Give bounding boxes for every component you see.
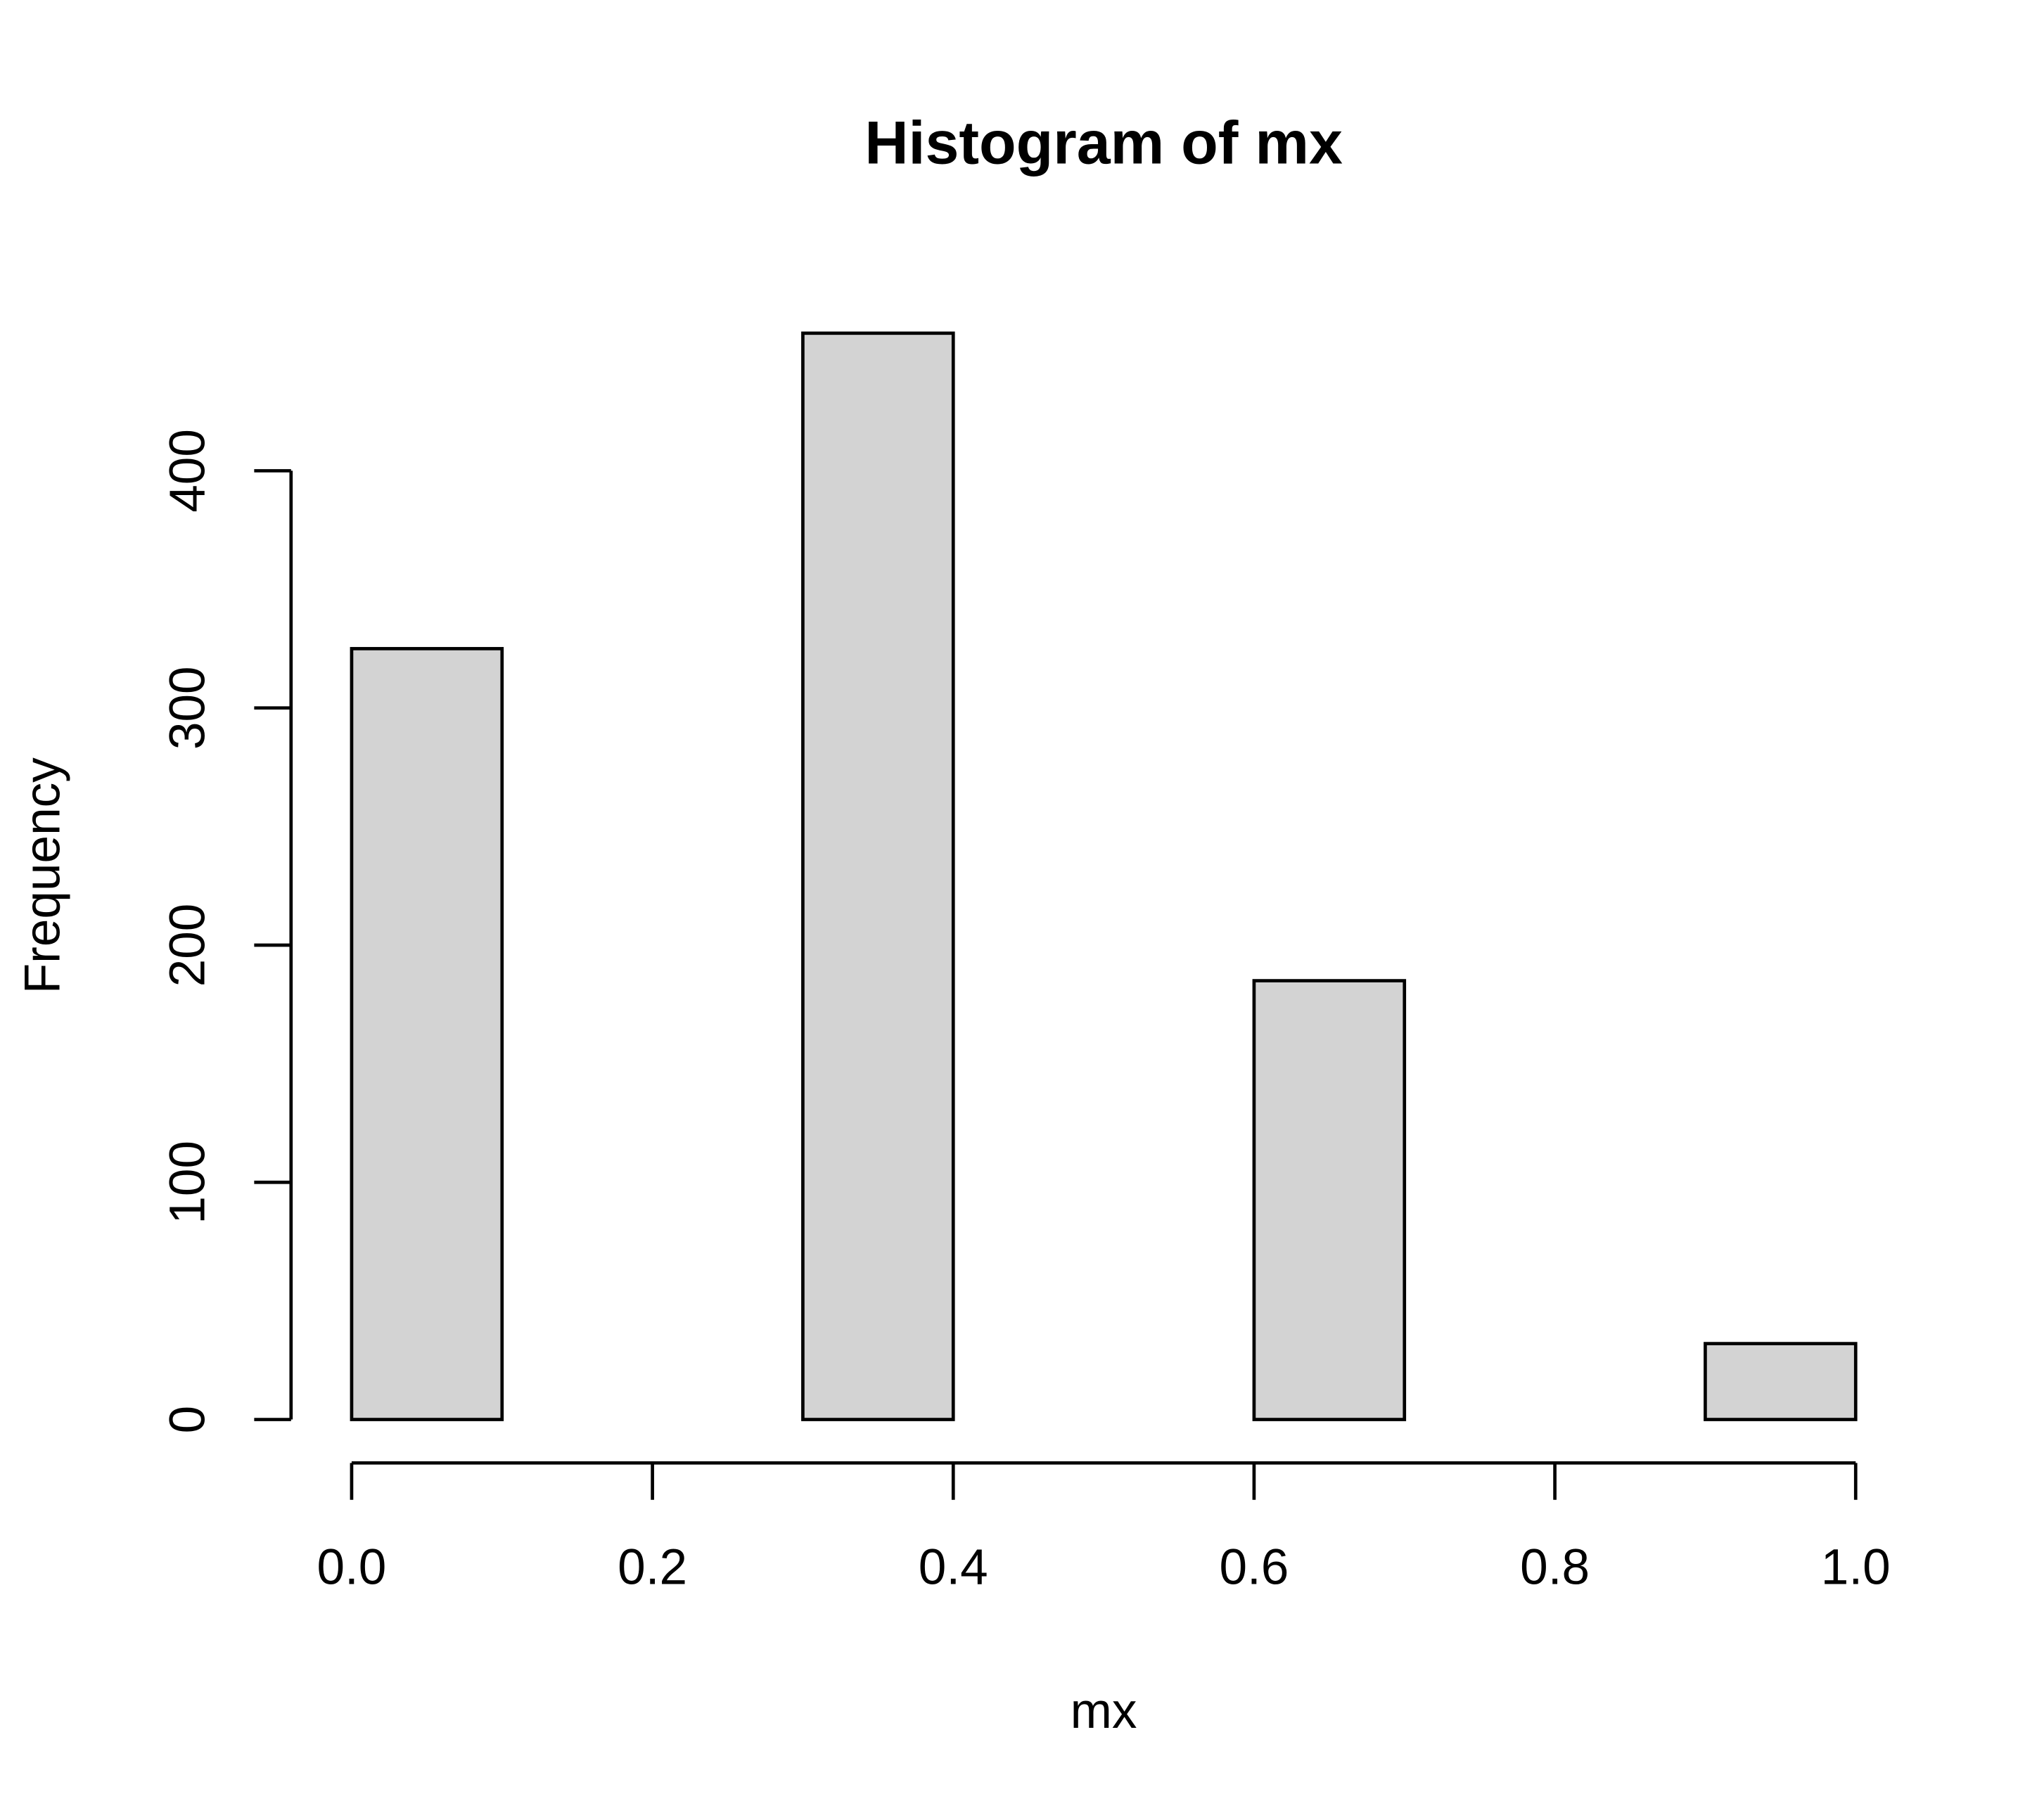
x-tick-label: 0.2 (618, 1540, 687, 1596)
bar (350, 647, 504, 1421)
bar (801, 331, 955, 1421)
y-tick-label: 200 (160, 904, 215, 987)
x-tick-label: 0.8 (1520, 1540, 1590, 1596)
x-tick-label: 0.0 (317, 1540, 386, 1596)
x-axis-label: mx (1071, 1684, 1137, 1739)
x-tick-label: 1.0 (1821, 1540, 1891, 1596)
y-tick-label: 100 (160, 1141, 215, 1224)
y-tick-label: 400 (160, 429, 215, 513)
y-axis-label: Frequency (15, 757, 70, 994)
bar (1252, 979, 1407, 1421)
bar (1704, 1342, 1858, 1421)
x-tick-label: 0.4 (919, 1540, 988, 1596)
y-tick-label: 300 (160, 666, 215, 750)
chart-title: Histogram of mx (864, 110, 1343, 177)
x-tick-label: 0.6 (1219, 1540, 1289, 1596)
y-tick-label: 0 (160, 1406, 215, 1434)
